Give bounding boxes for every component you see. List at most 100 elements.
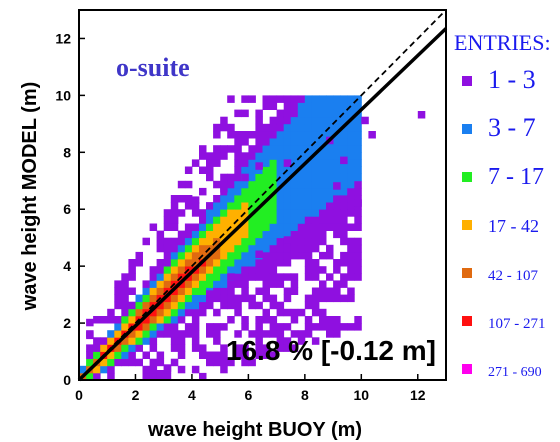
density-cell bbox=[304, 223, 313, 231]
density-cell bbox=[149, 223, 158, 231]
density-cell bbox=[227, 209, 235, 217]
density-cell bbox=[297, 123, 306, 132]
density-cell bbox=[163, 251, 172, 260]
density-cell bbox=[114, 344, 122, 352]
outlier-cell bbox=[262, 259, 270, 267]
density-cell bbox=[276, 209, 285, 217]
density-cell bbox=[227, 216, 235, 224]
density-cell bbox=[347, 187, 355, 196]
density-cell bbox=[206, 202, 214, 210]
density-cell bbox=[269, 173, 278, 182]
density-cell bbox=[241, 223, 249, 231]
density-cell bbox=[333, 138, 341, 146]
density-cell bbox=[191, 316, 200, 324]
density-cell bbox=[121, 316, 129, 324]
density-cell bbox=[248, 159, 256, 167]
density-cell bbox=[326, 287, 334, 295]
density-cell bbox=[248, 216, 256, 224]
outlier-cell bbox=[417, 111, 426, 119]
density-cell bbox=[241, 95, 249, 103]
density-cell bbox=[227, 287, 235, 295]
density-cell bbox=[333, 145, 341, 153]
outlier-cell bbox=[368, 131, 376, 139]
density-cell bbox=[213, 216, 221, 224]
density-cell bbox=[290, 230, 299, 239]
density-cell bbox=[184, 251, 193, 260]
density-cell bbox=[255, 273, 263, 281]
density-cell bbox=[340, 145, 348, 153]
density-cell bbox=[354, 195, 362, 203]
density-cell bbox=[354, 273, 362, 281]
density-cell bbox=[347, 223, 355, 231]
density-cell bbox=[170, 259, 179, 267]
outlier-cell bbox=[191, 196, 200, 204]
density-cell bbox=[156, 266, 165, 274]
density-cell bbox=[304, 323, 313, 331]
density-cell bbox=[290, 209, 299, 217]
density-cell bbox=[290, 102, 299, 110]
density-cell bbox=[347, 287, 355, 295]
density-cell bbox=[319, 123, 327, 132]
density-cell bbox=[276, 223, 285, 231]
density-cell bbox=[248, 223, 256, 231]
density-cell bbox=[283, 187, 292, 196]
density-cell bbox=[319, 294, 327, 303]
density-cell bbox=[241, 202, 249, 210]
density-cell bbox=[326, 223, 334, 231]
density-cell bbox=[276, 237, 285, 246]
density-cell bbox=[262, 223, 270, 231]
density-cell bbox=[184, 223, 193, 231]
density-cell bbox=[333, 316, 341, 324]
density-cell bbox=[220, 273, 228, 281]
density-cell bbox=[326, 102, 334, 110]
density-cell bbox=[304, 316, 313, 324]
density-cell bbox=[163, 223, 172, 231]
density-cell bbox=[354, 323, 362, 331]
legend-swatch bbox=[462, 364, 472, 374]
density-cell bbox=[283, 294, 292, 303]
density-cell bbox=[255, 287, 263, 295]
density-cell bbox=[206, 273, 214, 281]
density-cell bbox=[262, 287, 270, 295]
density-cell bbox=[297, 180, 306, 189]
density-cell bbox=[220, 266, 228, 274]
density-cell bbox=[220, 152, 228, 160]
density-cell bbox=[227, 123, 235, 132]
density-cell bbox=[206, 173, 214, 182]
density-cell bbox=[347, 131, 355, 139]
density-cell bbox=[340, 116, 348, 125]
density-cell bbox=[262, 216, 270, 224]
density-cell bbox=[93, 351, 101, 359]
density-cell bbox=[114, 287, 122, 295]
density-cell bbox=[149, 273, 158, 281]
density-cell bbox=[199, 209, 207, 217]
density-cell bbox=[234, 173, 242, 182]
density-cell bbox=[163, 294, 172, 303]
density-cell bbox=[248, 266, 256, 274]
density-cell bbox=[170, 308, 179, 317]
density-cell bbox=[283, 202, 292, 210]
legend-swatch bbox=[462, 172, 472, 182]
density-cell bbox=[347, 251, 355, 260]
density-cell bbox=[170, 223, 179, 231]
density-cell bbox=[319, 187, 327, 196]
outlier-cell bbox=[220, 185, 228, 193]
density-cell bbox=[269, 230, 278, 239]
density-cell bbox=[234, 344, 242, 352]
density-cell bbox=[227, 180, 235, 189]
density-cell bbox=[213, 280, 221, 288]
density-cell bbox=[283, 259, 292, 267]
density-cell bbox=[177, 266, 186, 274]
density-cell bbox=[283, 308, 292, 317]
density-cell bbox=[297, 337, 306, 345]
density-cell bbox=[227, 251, 235, 260]
density-cell bbox=[241, 152, 249, 160]
density-cell bbox=[255, 316, 263, 324]
density-cell bbox=[290, 109, 299, 118]
density-cell bbox=[283, 209, 292, 217]
density-cell bbox=[191, 273, 200, 281]
density-cell bbox=[255, 351, 263, 359]
density-cell bbox=[297, 308, 306, 317]
density-cell bbox=[269, 280, 278, 288]
